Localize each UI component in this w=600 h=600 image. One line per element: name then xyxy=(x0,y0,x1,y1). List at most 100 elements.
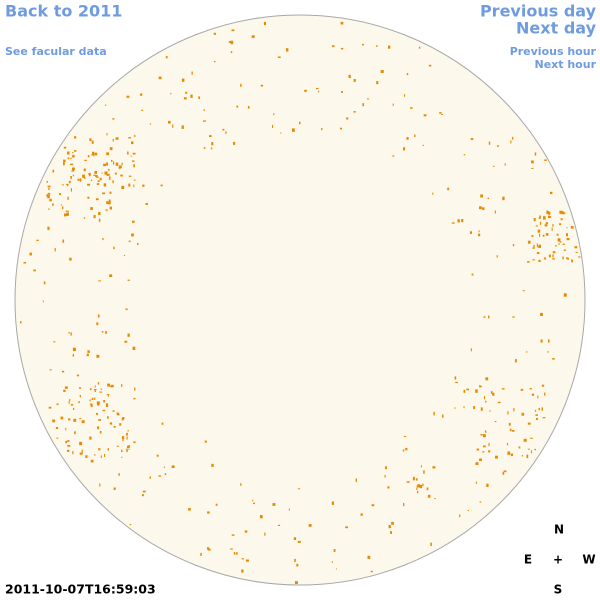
facula xyxy=(423,470,425,474)
facula xyxy=(295,581,298,584)
facula xyxy=(495,455,498,459)
facula xyxy=(94,385,96,388)
facula xyxy=(77,178,80,181)
facula xyxy=(502,471,505,475)
facula xyxy=(78,401,80,404)
facula xyxy=(277,524,281,526)
back-link[interactable]: Back to 2011 xyxy=(5,2,122,21)
facula xyxy=(272,124,274,128)
facula xyxy=(236,105,239,108)
facula xyxy=(535,225,539,227)
facula xyxy=(81,420,85,424)
facula xyxy=(391,521,394,525)
facula xyxy=(161,422,164,425)
facula xyxy=(473,406,476,410)
facula xyxy=(107,416,109,419)
previous-day-link[interactable]: Previous day xyxy=(480,2,597,21)
facula xyxy=(29,252,32,256)
facula xyxy=(478,230,480,233)
facula xyxy=(106,173,110,176)
facula xyxy=(388,45,391,49)
facula xyxy=(533,218,536,222)
facula xyxy=(203,120,206,122)
facula xyxy=(433,411,435,416)
facula xyxy=(230,51,233,54)
facula xyxy=(200,552,202,556)
facula xyxy=(132,220,135,223)
facula xyxy=(198,96,200,100)
facula xyxy=(527,261,530,263)
previous-hour-link[interactable]: Previous hour xyxy=(510,45,597,58)
facula xyxy=(103,183,107,187)
facula xyxy=(451,222,455,224)
facula xyxy=(72,152,74,154)
next-hour-link[interactable]: Next hour xyxy=(535,58,597,71)
facula xyxy=(432,192,434,195)
facula xyxy=(485,377,489,381)
facula xyxy=(60,416,64,420)
facula xyxy=(536,417,538,420)
facula xyxy=(81,449,83,453)
facula xyxy=(111,384,114,388)
facula xyxy=(87,183,91,186)
facula xyxy=(484,396,486,400)
facula xyxy=(550,191,553,195)
facula xyxy=(70,157,72,160)
facula xyxy=(264,532,266,536)
next-day-link[interactable]: Next day xyxy=(516,19,597,38)
facula xyxy=(559,241,562,243)
facula xyxy=(67,440,70,442)
facula xyxy=(99,431,102,434)
facula xyxy=(64,386,68,389)
facula xyxy=(112,410,115,412)
compass-north: N xyxy=(554,523,564,537)
facula xyxy=(548,212,551,215)
facula xyxy=(544,159,547,161)
facula xyxy=(297,540,301,543)
facula xyxy=(99,391,102,393)
facula xyxy=(467,510,469,511)
facula xyxy=(72,167,74,171)
facula xyxy=(102,192,105,195)
facula xyxy=(497,401,501,404)
facula xyxy=(141,494,144,497)
facula xyxy=(89,173,91,175)
facula xyxy=(286,48,289,52)
facula xyxy=(419,484,423,489)
facula xyxy=(112,180,114,184)
facula xyxy=(67,445,71,447)
facula xyxy=(380,70,384,73)
facula xyxy=(98,448,101,451)
facula xyxy=(228,41,232,43)
facula xyxy=(536,243,538,247)
facula xyxy=(90,179,93,181)
facula xyxy=(388,525,391,529)
facula xyxy=(92,151,95,155)
facula xyxy=(427,494,431,498)
facula xyxy=(214,61,216,63)
facula xyxy=(128,448,130,450)
facula xyxy=(172,124,174,128)
facula xyxy=(231,534,235,536)
facula xyxy=(423,114,427,117)
facula xyxy=(115,162,119,166)
facula xyxy=(543,216,546,220)
facular-data-link[interactable]: See facular data xyxy=(5,45,107,58)
facula xyxy=(483,316,486,318)
facula xyxy=(47,195,50,199)
facula xyxy=(280,132,282,134)
facula xyxy=(548,215,550,219)
facula xyxy=(131,233,134,237)
facula xyxy=(545,233,549,236)
facula xyxy=(402,449,405,452)
facula xyxy=(142,184,145,187)
facula xyxy=(97,426,100,430)
facula xyxy=(241,558,244,560)
facula xyxy=(97,314,100,318)
facula xyxy=(203,109,205,111)
facula xyxy=(52,203,54,206)
facula xyxy=(574,246,578,249)
facula xyxy=(128,183,131,187)
facula xyxy=(95,175,98,178)
facula xyxy=(56,437,59,439)
